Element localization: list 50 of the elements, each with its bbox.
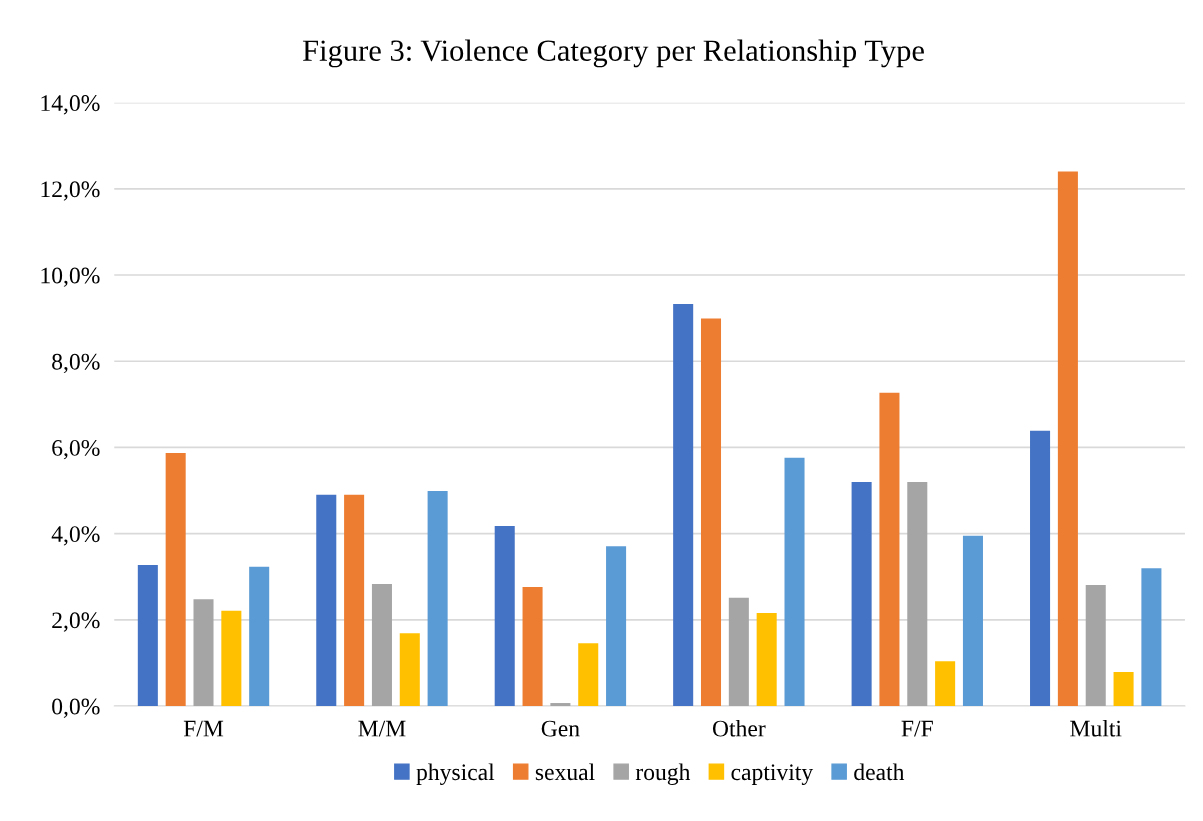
bar	[344, 494, 365, 707]
bar	[522, 587, 543, 707]
x-tick-label: F/F	[901, 720, 933, 737]
y-tick-label: 6,0%	[52, 439, 100, 460]
bar	[578, 643, 599, 707]
legend-label: physical	[416, 763, 495, 785]
x-tick-label: M/M	[358, 720, 406, 737]
bar	[399, 633, 420, 707]
y-tick-label: 12,0%	[41, 181, 100, 201]
bar	[1141, 568, 1162, 707]
bar	[784, 457, 805, 707]
bar	[221, 610, 242, 707]
chart-title: Figure 3: Violence Category per Relationship Type	[302, 39, 924, 68]
bar	[728, 597, 749, 707]
x-tick-label: Multi	[1070, 719, 1122, 737]
bar	[316, 494, 337, 707]
bar	[879, 392, 900, 707]
y-tick-label: 0,0%	[52, 698, 100, 718]
legend-label: sexual	[535, 763, 595, 781]
bar	[165, 453, 186, 707]
bar	[907, 481, 928, 707]
y-tick-label: 8,0%	[52, 353, 100, 374]
x-tick-label: Gen	[541, 720, 580, 737]
bar	[1030, 430, 1051, 707]
bar	[962, 535, 983, 707]
bar	[371, 584, 392, 707]
bar	[550, 703, 571, 707]
y-tick-label: 10,0%	[41, 267, 100, 287]
legend-label: captivity	[731, 764, 814, 785]
x-tick-label: F/M	[183, 720, 224, 737]
x-tick-label: Other	[712, 719, 766, 737]
bar	[494, 525, 515, 707]
y-tick-label: 14,0%	[41, 95, 100, 115]
bar	[756, 612, 777, 707]
bar	[673, 303, 694, 707]
bar	[1085, 584, 1106, 707]
bar	[193, 599, 214, 707]
bar	[1113, 672, 1134, 707]
bar	[249, 566, 270, 707]
bar	[935, 661, 956, 707]
bar	[427, 490, 448, 707]
legend-label: rough	[635, 763, 691, 785]
bar	[1057, 171, 1078, 707]
y-tick-label: 2,0%	[52, 612, 100, 632]
bar	[700, 318, 722, 707]
y-tick-label: 4,0%	[51, 526, 100, 546]
bar	[137, 565, 158, 707]
legend-label: death	[854, 763, 905, 781]
bar	[851, 481, 872, 707]
bar	[606, 546, 627, 707]
